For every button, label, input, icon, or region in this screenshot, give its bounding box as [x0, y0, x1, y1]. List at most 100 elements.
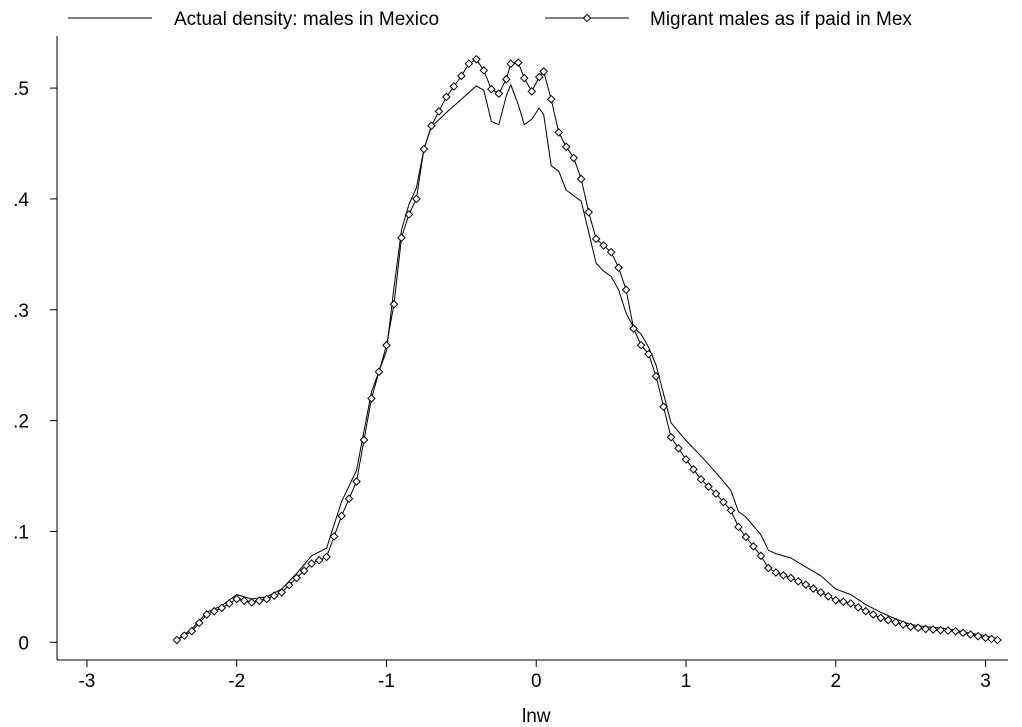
- data-point-marker: [958, 628, 968, 638]
- data-point-marker: [921, 624, 930, 634]
- data-point-marker: [367, 394, 376, 403]
- x-tick-label: 2: [830, 671, 841, 692]
- data-point-marker: [397, 233, 406, 243]
- y-tick-label: .5: [13, 79, 29, 100]
- x-tick-label: -1: [378, 671, 395, 692]
- y-tick-label: .2: [13, 412, 29, 433]
- data-point-marker: [329, 532, 339, 541]
- data-point-marker: [449, 82, 459, 91]
- data-point-marker: [534, 72, 544, 82]
- data-point-marker: [389, 299, 399, 309]
- data-point-marker: [838, 597, 848, 607]
- data-point-marker: [891, 618, 900, 627]
- data-point-marker: [519, 73, 529, 83]
- data-point-marker: [719, 497, 728, 507]
- data-point-marker: [277, 588, 286, 597]
- data-point-marker: [636, 340, 646, 350]
- legend: Actual density: males in Mexico Migrant m…: [68, 9, 912, 30]
- data-point-marker: [666, 432, 676, 442]
- data-point-marker: [966, 630, 975, 639]
- data-point-marker: [527, 87, 537, 96]
- data-point-marker: [314, 555, 324, 565]
- y-tick-label: 0: [18, 633, 29, 654]
- data-point-marker: [786, 573, 796, 583]
- y-tick-label: .3: [13, 301, 29, 322]
- data-point-marker: [584, 207, 593, 217]
- data-point-marker: [457, 71, 466, 81]
- data-point-marker: [779, 570, 788, 580]
- data-point-marker: [943, 626, 953, 635]
- data-point-marker: [771, 568, 781, 577]
- data-point-marker: [299, 566, 309, 576]
- data-point-marker: [993, 635, 1002, 645]
- x-tick-label: -2: [228, 671, 245, 692]
- data-point-marker: [247, 598, 257, 607]
- data-point-marker: [254, 596, 264, 606]
- data-point-marker: [501, 74, 511, 84]
- data-point-marker: [868, 610, 878, 619]
- data-point-marker: [284, 580, 294, 590]
- data-point-marker: [506, 59, 516, 69]
- data-point-marker: [906, 622, 915, 632]
- data-point-marker: [621, 285, 631, 295]
- data-point-marker: [239, 596, 249, 606]
- data-point-marker: [591, 234, 601, 244]
- data-point-marker: [853, 603, 863, 612]
- data-point-marker: [442, 92, 451, 102]
- data-point-marker: [606, 247, 616, 257]
- data-point-marker: [404, 210, 414, 219]
- data-point-marker: [696, 475, 706, 484]
- series-2: [172, 54, 1002, 645]
- data-point-marker: [172, 635, 182, 645]
- data-point-marker: [292, 573, 301, 583]
- data-point-marker: [681, 455, 691, 464]
- series-line: [176, 58, 998, 641]
- data-point-marker: [434, 107, 444, 116]
- data-point-marker: [928, 625, 938, 634]
- legend-item-2: Migrant males as if paid in Mex: [545, 9, 912, 30]
- data-point-marker: [846, 599, 856, 608]
- series-1: [176, 83, 998, 641]
- data-point-marker: [704, 482, 713, 491]
- data-point-marker: [427, 121, 436, 131]
- data-point-marker: [412, 194, 421, 204]
- data-point-marker: [487, 84, 496, 94]
- series-layer: [172, 54, 1002, 645]
- data-point-marker: [741, 532, 751, 542]
- data-point-marker: [269, 591, 279, 601]
- legend-label: Actual density: males in Mexico: [174, 9, 439, 30]
- data-point-marker: [209, 606, 219, 616]
- data-point-marker: [689, 465, 698, 474]
- data-point-marker: [823, 591, 833, 601]
- data-point-marker: [987, 634, 996, 644]
- data-point-marker: [644, 349, 653, 359]
- data-point-marker: [307, 559, 316, 568]
- data-point-marker: [936, 625, 945, 635]
- data-point-marker: [374, 367, 384, 377]
- legend-item-1: Actual density: males in Mexico: [68, 9, 439, 30]
- data-point-marker: [224, 599, 234, 608]
- data-point-marker: [951, 626, 960, 636]
- y-tick-label: .1: [13, 522, 29, 543]
- data-point-marker: [322, 552, 331, 562]
- data-point-marker: [217, 603, 227, 613]
- legend-marker: [582, 13, 592, 23]
- series-line: [176, 83, 998, 641]
- legend-label: Migrant males as if paid in Mex: [650, 9, 912, 30]
- data-point-marker: [674, 443, 683, 453]
- data-point-marker: [711, 489, 721, 499]
- data-point-marker: [808, 584, 818, 593]
- data-point-marker: [569, 153, 578, 163]
- data-point-marker: [883, 615, 893, 625]
- data-point-marker: [194, 618, 204, 628]
- data-point-marker: [659, 402, 668, 412]
- data-point-marker: [801, 580, 811, 589]
- data-point-marker: [651, 371, 661, 381]
- data-point-marker: [352, 477, 361, 486]
- data-point-marker: [359, 435, 369, 445]
- x-tick-label: 3: [980, 671, 991, 692]
- data-point-marker: [599, 241, 608, 250]
- data-point-marker: [554, 128, 564, 137]
- data-point-marker: [576, 174, 586, 184]
- data-point-marker: [494, 89, 504, 98]
